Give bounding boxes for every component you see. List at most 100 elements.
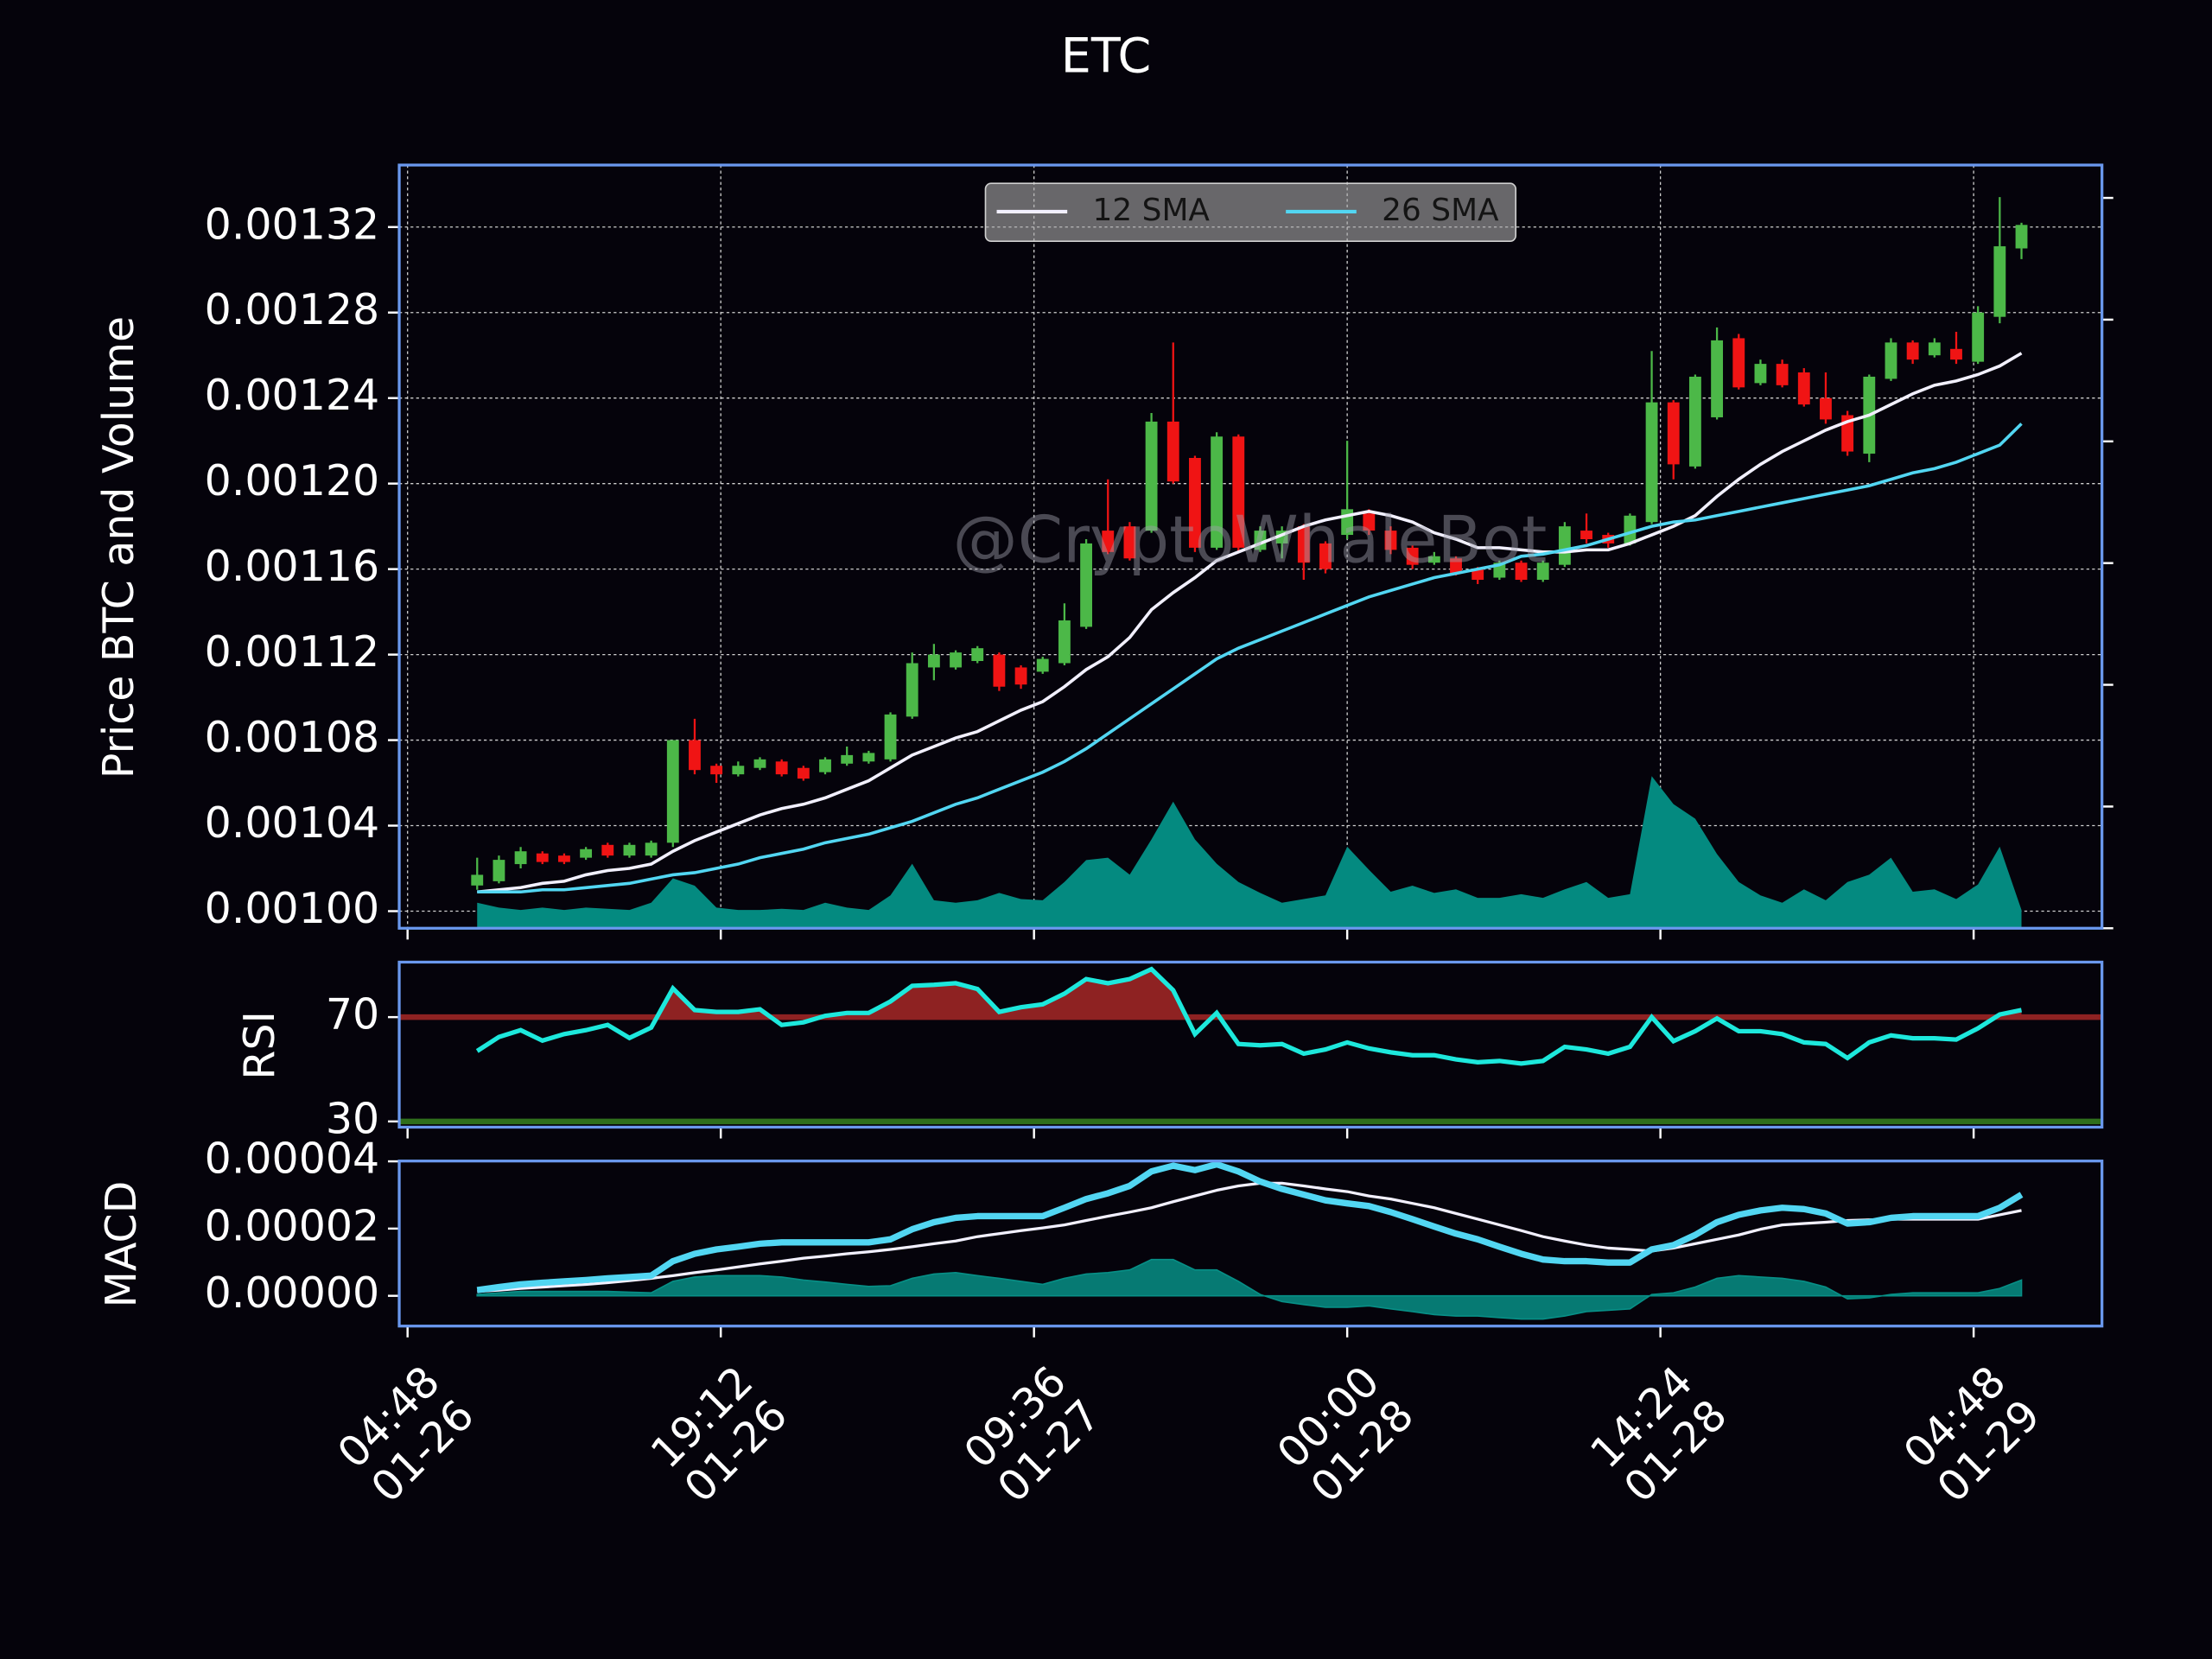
chart-title: ETC	[1061, 29, 1151, 85]
sma-line	[477, 423, 2023, 894]
y-axis-label: Price BTC and Volume	[94, 316, 143, 779]
candle-body	[1014, 667, 1027, 685]
candle-body	[1080, 543, 1093, 627]
y-tick-label: 0.00124	[205, 371, 379, 420]
candle-body	[1427, 556, 1440, 563]
y-tick-label: 0.00112	[205, 627, 379, 677]
legend-label: 26 SMA	[1382, 193, 1499, 228]
candle-body	[797, 767, 810, 779]
legend-label: 12 SMA	[1093, 193, 1211, 228]
candle-body	[1319, 543, 1332, 569]
candle-body	[558, 855, 570, 862]
candle-body	[862, 753, 875, 762]
candle-body	[1667, 402, 1680, 465]
y-tick-label: 0.00000	[205, 1268, 379, 1318]
y-axis-label: MACD	[97, 1181, 146, 1308]
candle-body	[1384, 531, 1397, 550]
candle-body	[1123, 526, 1136, 559]
candle-body	[1645, 402, 1658, 523]
candle-body	[1688, 376, 1701, 467]
candle-body	[950, 652, 962, 668]
candle-body	[1166, 421, 1179, 482]
candle-body	[1515, 563, 1528, 581]
candle-body	[1624, 515, 1637, 543]
y-tick-label: 0.00100	[205, 884, 379, 933]
candle-body	[1363, 513, 1376, 531]
watermark: @CryptoWhaleBot	[953, 502, 1548, 578]
y-tick-label: 0.00116	[205, 542, 379, 591]
candle-body	[1450, 558, 1462, 574]
candle-body	[1972, 312, 1985, 362]
legend: 12 SMA 26 SMA	[984, 182, 1517, 242]
candle-body	[1885, 342, 1897, 379]
panel-frame	[397, 163, 2104, 930]
candle-body	[536, 853, 549, 862]
candle-body	[1906, 342, 1919, 360]
y-tick-label: 30	[326, 1094, 379, 1143]
y-tick-label: 0.00132	[205, 200, 379, 249]
macd-histogram	[476, 1258, 2023, 1320]
candle-body	[580, 849, 593, 858]
macd-line	[476, 1160, 2024, 1294]
rsi-line	[475, 966, 2023, 1066]
candle-body	[1102, 531, 1115, 552]
candle-body	[1536, 563, 1549, 581]
candle-body	[1950, 348, 1962, 360]
candle-body	[884, 714, 897, 760]
candle-body	[1036, 658, 1049, 672]
volume-area	[477, 776, 2022, 929]
candle-body	[1776, 364, 1789, 385]
candle-body	[710, 766, 723, 775]
candle-body	[775, 761, 788, 775]
panel-frame	[397, 1160, 2104, 1328]
sma-line	[477, 352, 2023, 894]
panel-frame	[397, 960, 2104, 1129]
candle-body	[645, 842, 658, 856]
candle-body	[927, 654, 940, 668]
candle-body	[993, 654, 1006, 687]
candle-body	[666, 740, 679, 843]
candle-body	[1558, 526, 1571, 565]
candle-body	[1711, 340, 1724, 417]
candle-body	[493, 860, 505, 881]
candle-body	[2015, 225, 2028, 249]
y-tick-label: 0.00104	[205, 798, 379, 848]
candle-body	[1058, 620, 1071, 664]
candle-body	[1189, 457, 1201, 548]
candle-body	[1297, 526, 1310, 563]
candle-body	[1928, 342, 1941, 356]
candle-body	[732, 766, 745, 775]
legend-box	[984, 182, 1517, 242]
y-tick-label: 0.00108	[205, 713, 379, 762]
candle-body	[1797, 372, 1810, 405]
candle-body	[1820, 397, 1832, 420]
candle-body	[601, 844, 614, 856]
candle-body	[1732, 338, 1745, 388]
candle-body	[514, 851, 527, 865]
y-tick-label: 0.00004	[205, 1135, 379, 1184]
candle-body	[819, 759, 831, 772]
candle-body	[1580, 531, 1592, 539]
candle-body	[623, 844, 636, 856]
y-tick-label: 70	[326, 990, 379, 1039]
candle-body	[1406, 547, 1419, 565]
macd-line	[477, 1181, 2022, 1294]
candle-body	[1754, 364, 1767, 384]
candle-body	[1471, 569, 1484, 581]
candle-body	[689, 740, 701, 771]
y-tick-label: 0.00002	[205, 1201, 379, 1250]
candle-body	[1993, 246, 2006, 317]
candle-body	[971, 648, 984, 662]
y-tick-label: 0.00128	[205, 285, 379, 334]
candle-body	[1232, 436, 1245, 548]
candle-body	[841, 754, 854, 764]
candle-body	[753, 759, 766, 768]
y-tick-label: 0.00120	[205, 456, 379, 505]
candle-body	[471, 874, 484, 886]
candle-body	[906, 663, 918, 717]
candle-body	[1211, 436, 1224, 548]
